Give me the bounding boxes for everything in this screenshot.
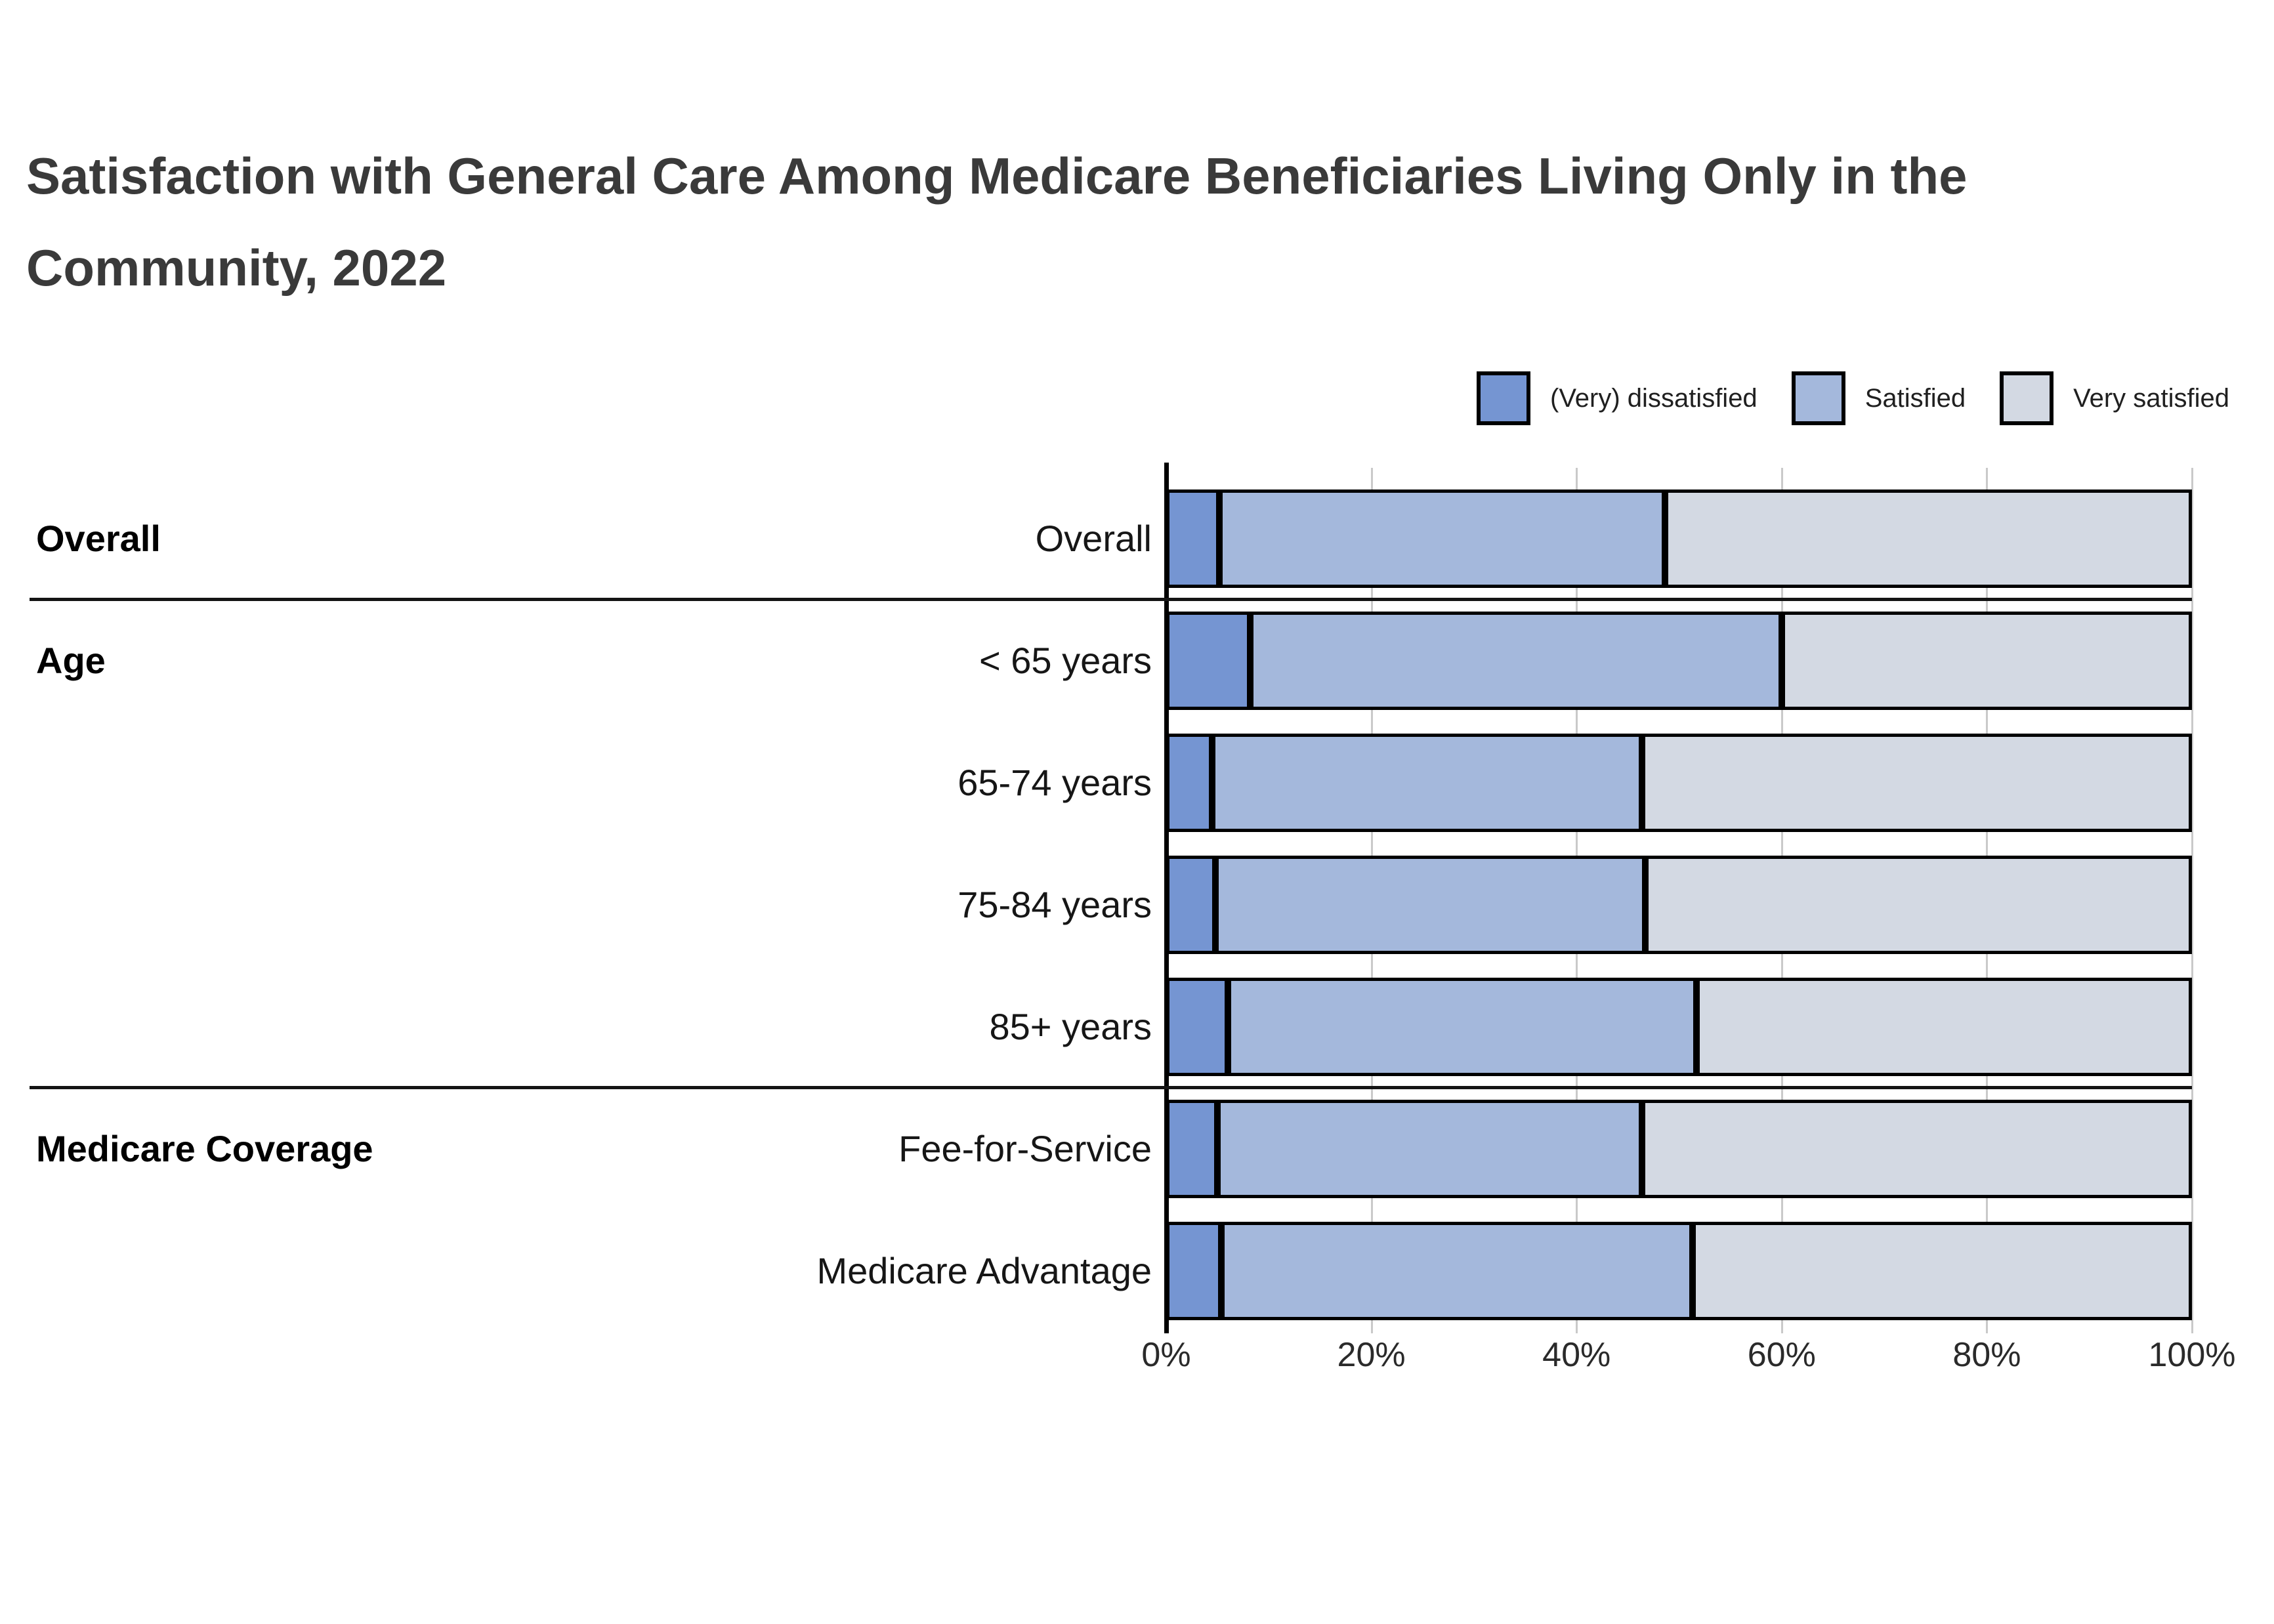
row-label: 65-74 years (958, 762, 1152, 803)
bar-row (1166, 489, 2192, 588)
x-tick-label: 100% (2148, 1336, 2236, 1374)
chart-title: Satisfaction with General Care Among Med… (26, 147, 1968, 297)
bar-segment-very-satisfied (1642, 1100, 2192, 1198)
group-label: Overall (36, 518, 161, 559)
legend-item: Very satisfied (2000, 371, 2229, 425)
legend-label: Very satisfied (2073, 383, 2229, 413)
bar-segment-dissatisfied (1166, 856, 1216, 954)
bar-segment-dissatisfied (1166, 978, 1228, 1076)
bar-row (1166, 856, 2192, 954)
bar-segment-satisfied (1250, 612, 1782, 710)
row-label: < 65 years (979, 640, 1152, 681)
row-label: 85+ years (989, 1006, 1152, 1047)
bar-segment-very-satisfied (1664, 489, 2192, 588)
group-label: Medicare Coverage (36, 1128, 373, 1169)
legend-item: (Very) dissatisfied (1477, 371, 1758, 425)
bar-segment-very-satisfied (1645, 856, 2192, 954)
bar-segment-very-satisfied (1696, 978, 2192, 1076)
bar-segment-dissatisfied (1166, 612, 1251, 710)
group-divider (30, 598, 2192, 601)
bar-segment-satisfied (1212, 734, 1643, 832)
legend-label: (Very) dissatisfied (1550, 383, 1758, 413)
bar-segment-satisfied (1215, 856, 1645, 954)
bar-segment-very-satisfied (1692, 1222, 2192, 1320)
x-tick-label: 80% (1952, 1336, 2021, 1374)
bar-row (1166, 734, 2192, 832)
row-label: Overall (1035, 518, 1152, 559)
gridline (2191, 468, 2193, 1333)
x-tick-label: 40% (1542, 1336, 1611, 1374)
bar-segment-satisfied (1219, 489, 1665, 588)
bar-segment-satisfied (1221, 1222, 1693, 1320)
bar-segment-dissatisfied (1166, 1222, 1222, 1320)
legend-label: Satisfied (1864, 383, 1966, 413)
x-tick-label: 20% (1337, 1336, 1406, 1374)
bar-row (1166, 978, 2192, 1076)
legend: (Very) dissatisfied Satisfied Very satisfi… (1477, 371, 2229, 425)
group-divider (30, 1086, 2192, 1089)
bar-segment-satisfied (1227, 978, 1697, 1076)
x-tick-label: 0% (1141, 1336, 1191, 1374)
bar-segment-satisfied (1217, 1100, 1643, 1198)
legend-swatch (1477, 371, 1531, 425)
bar-segment-dissatisfied (1166, 734, 1213, 832)
bar-segment-dissatisfied (1166, 489, 1220, 588)
bar-segment-very-satisfied (1642, 734, 2192, 832)
row-label: Medicare Advantage (816, 1250, 1152, 1291)
row-label: 75-84 years (958, 884, 1152, 925)
legend-swatch (1791, 371, 1845, 425)
x-tick-label: 60% (1747, 1336, 1816, 1374)
legend-swatch (2000, 371, 2054, 425)
bar-segment-dissatisfied (1166, 1100, 1218, 1198)
bar-segment-very-satisfied (1781, 612, 2192, 710)
group-label: Age (36, 640, 106, 681)
bar-row (1166, 612, 2192, 710)
legend-item: Satisfied (1791, 371, 1966, 425)
bar-row (1166, 1100, 2192, 1198)
bar-row (1166, 1222, 2192, 1320)
row-label: Fee-for-Service (898, 1128, 1152, 1169)
